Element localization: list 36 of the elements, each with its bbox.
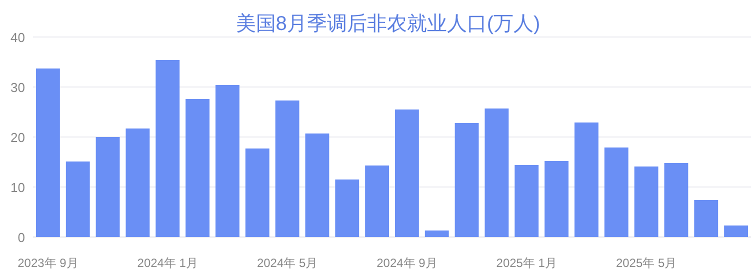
x-tick-label: 2025年 1月 [496,256,557,270]
bar [544,161,569,237]
bar [66,162,90,237]
bar [96,137,120,237]
y-tick-label: 0 [18,230,25,245]
y-tick-label: 30 [10,80,25,95]
x-tick-label: 2023年 9月 [18,256,78,270]
bar [36,68,60,237]
x-tick-label: 2024年 5月 [256,256,318,270]
bar [574,122,598,237]
bar [484,108,509,237]
bar [514,165,539,237]
y-tick-label: 20 [10,130,25,145]
x-tick-label: 2024年 1月 [137,256,198,270]
bar [365,166,390,237]
bar [424,230,449,237]
bar [634,166,658,237]
bar [305,134,330,237]
bar [604,148,628,237]
bar [724,226,748,237]
x-tick-label: 2024年 9月 [376,256,438,270]
bar [454,123,479,237]
bar [186,99,210,237]
bar [394,110,419,237]
bar [245,148,270,237]
bar [664,163,688,237]
bar [694,200,718,237]
bar [275,100,300,237]
y-tick-label: 10 [10,180,25,195]
bar [215,85,240,237]
bar [156,60,180,237]
bar [335,180,360,237]
x-tick-label: 2025年 5月 [616,256,677,270]
chart-title: 美国8月季调后非农就业人口(万人) [236,12,540,35]
bar [126,128,150,237]
y-tick-label: 40 [10,30,25,45]
